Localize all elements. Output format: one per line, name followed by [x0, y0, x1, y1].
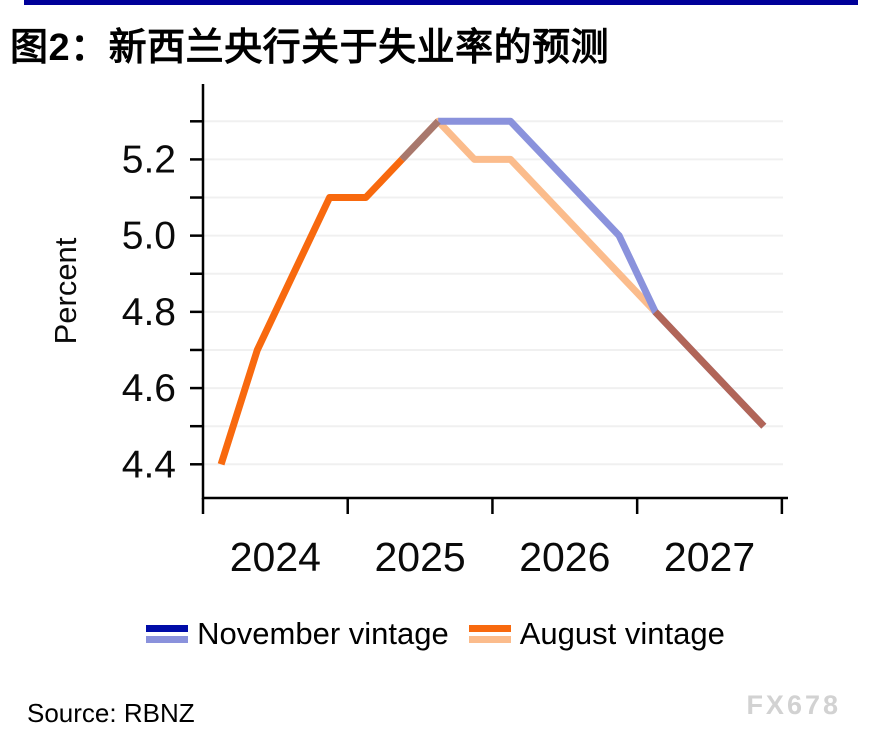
x-tick-label: 2026: [519, 534, 610, 580]
y-tick-label: 5.2: [122, 138, 176, 181]
august-line-swatch-icon: [468, 625, 511, 643]
merged-forecast-tail-line: [652, 309, 767, 429]
legend-item-august: August vintage: [468, 616, 725, 652]
figure-title: 图2：新西兰央行关于失业率的预测: [10, 27, 610, 69]
x-tick-label: 2024: [230, 534, 321, 580]
source-note: Source: RBNZ: [27, 698, 195, 728]
y-tick-label: 4.4: [122, 443, 176, 486]
november-forecast-color: [146, 636, 189, 643]
august-history-color: [468, 625, 511, 632]
legend-item-november: November vintage: [146, 616, 449, 652]
chart-legend: November vintage August vintage: [0, 616, 871, 652]
legend-label-august: August vintage: [519, 616, 725, 651]
axis-lines: [201, 84, 788, 500]
shared-history-line: [217, 156, 405, 466]
history-forecast-overlap-line: [399, 118, 441, 162]
x-tick-label: 2025: [374, 534, 465, 580]
y-tick-label: 5.0: [122, 215, 176, 258]
y-tick-label: 4.8: [122, 291, 176, 334]
legend-label-november: November vintage: [197, 616, 449, 651]
watermark: FX678: [746, 690, 841, 720]
august-forecast-color: [468, 636, 511, 643]
november-history-color: [146, 625, 189, 632]
x-tick-label: 2027: [664, 534, 755, 580]
top-accent-bar: [24, 0, 858, 5]
y-tick-label: 4.6: [122, 367, 176, 410]
november-line-swatch-icon: [146, 625, 189, 643]
y-axis-title: Percent: [48, 237, 83, 344]
